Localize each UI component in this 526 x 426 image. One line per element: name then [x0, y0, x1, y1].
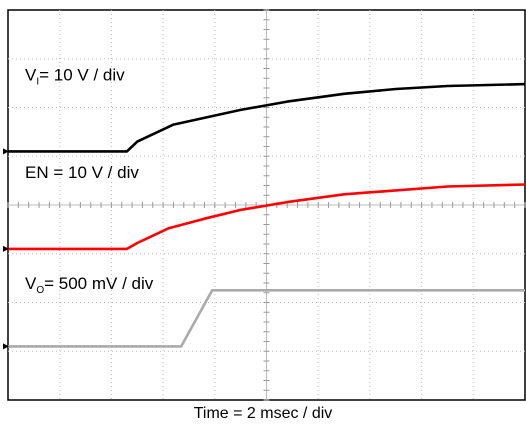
- traces: [8, 82, 526, 348]
- ground-marker: [3, 245, 9, 252]
- trace-en: [8, 183, 526, 251]
- grid: [7, 9, 526, 401]
- ground-marker: [3, 343, 9, 350]
- label-vi: VI= 10 V / div: [25, 66, 125, 88]
- trace-vo: [8, 288, 525, 348]
- label-en: EN = 10 V / div: [25, 163, 139, 182]
- ground-marker: [3, 148, 9, 155]
- trace-vi: [8, 82, 526, 153]
- x-axis-label: Time = 2 msec / div: [194, 405, 333, 422]
- channel-markers: [3, 148, 9, 350]
- label-vo: VO= 500 mV / div: [25, 274, 154, 296]
